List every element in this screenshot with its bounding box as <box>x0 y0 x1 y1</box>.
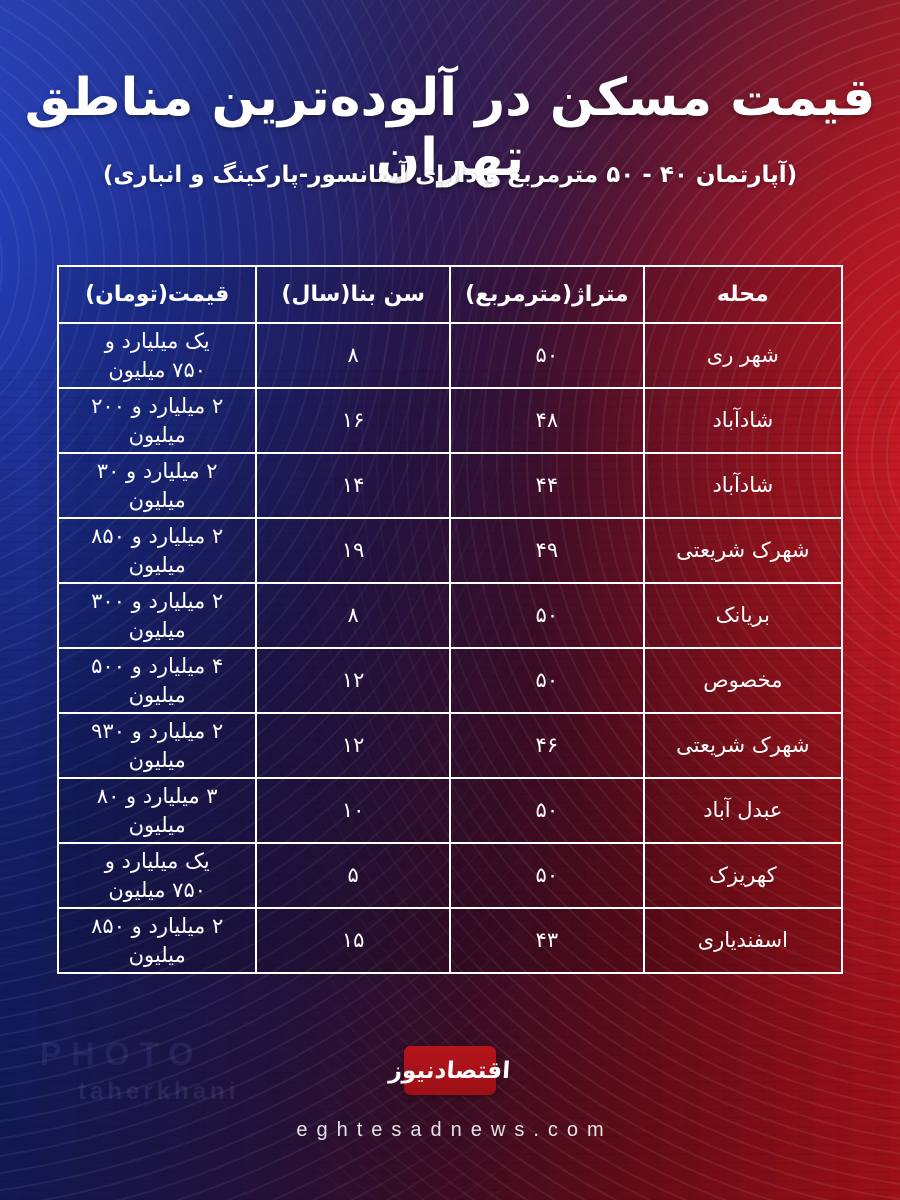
table-cell: شادآباد <box>642 387 844 454</box>
column-header-2: سن بنا(سال) <box>255 265 452 324</box>
table-row: شهرک شریعتی ۴۶ ۱۲ ۲ میلیارد و ۹۳۰ میلیون <box>56 712 844 779</box>
table-cell: ۲ میلیارد و ۳۰ میلیون <box>56 452 258 519</box>
table-cell: عبدل آباد <box>642 777 844 844</box>
table-cell: ۱۲ <box>255 647 452 714</box>
table-cell: ۱۲ <box>255 712 452 779</box>
website-url: eghtesadnews.com <box>296 1119 613 1141</box>
table-cell: ۴۶ <box>449 712 645 779</box>
table-row: شهرک شریعتی ۴۹ ۱۹ ۲ میلیارد و ۸۵۰ میلیون <box>56 517 844 584</box>
housing-price-table: محله متراژ(مترمربع) سن بنا(سال) قیمت(تومان)… <box>56 265 844 974</box>
column-header-1: متراژ(مترمربع) <box>449 265 645 324</box>
table-cell: ۸ <box>255 322 452 389</box>
table-cell: ۳ میلیارد و ۸۰ میلیون <box>56 777 258 844</box>
table-cell: اسفندیاری <box>642 907 844 974</box>
logo-text: اقتصادنیوز <box>388 1057 512 1084</box>
table-cell: ۸ <box>255 582 452 649</box>
table-cell: شهرک شریعتی <box>642 712 844 779</box>
table-cell: ۱۶ <box>255 387 452 454</box>
photo-watermark-line2: taherkhani <box>78 1078 240 1105</box>
table-cell: ۲ میلیارد و ۸۵۰ میلیون <box>56 517 258 584</box>
table-row: عبدل آباد ۵۰ ۱۰ ۳ میلیارد و ۸۰ میلیون <box>56 777 844 844</box>
table-cell: ۴۸ <box>449 387 645 454</box>
table-row: اسفندیاری ۴۳ ۱۵ ۲ میلیارد و ۸۵۰ میلیون <box>56 907 844 974</box>
table-cell: ۱۹ <box>255 517 452 584</box>
table-cell: ۲ میلیارد و ۸۵۰ میلیون <box>56 907 258 974</box>
column-header-3: قیمت(تومان) <box>56 265 258 324</box>
table-cell: ۲ میلیارد و ۲۰۰ میلیون <box>56 387 258 454</box>
table-cell: ۴۹ <box>449 517 645 584</box>
table-cell: ۴۴ <box>449 452 645 519</box>
table-cell: ۵۰ <box>449 582 645 649</box>
table-cell: ۱۵ <box>255 907 452 974</box>
table-cell: مخصوص <box>642 647 844 714</box>
page-title: قیمت مسکن در آلوده‌ترین مناطق تهران <box>24 68 877 188</box>
table-cell: ۵۰ <box>449 842 645 909</box>
table-cell: یک میلیارد و ۷۵۰ میلیون <box>56 322 258 389</box>
table-row: شادآباد ۴۸ ۱۶ ۲ میلیارد و ۲۰۰ میلیون <box>56 387 844 454</box>
eghtesadnews-logo: اقتصادنیوز <box>389 1046 511 1095</box>
table-cell: بریانک <box>642 582 844 649</box>
table-row: مخصوص ۵۰ ۱۲ ۴ میلیارد و ۵۰۰ میلیون <box>56 647 844 714</box>
table-cell: ۱۴ <box>255 452 452 519</box>
table-cell: شهر ری <box>642 322 844 389</box>
table-cell: ۵۰ <box>449 777 645 844</box>
table-cell: ۲ میلیارد و ۳۰۰ میلیون <box>56 582 258 649</box>
page-subtitle: (آپارتمان ۴۰ - ۵۰ مترمربع و دارای آسانسو… <box>102 162 798 188</box>
table-cell: شادآباد <box>642 452 844 519</box>
table-row: شادآباد ۴۴ ۱۴ ۲ میلیارد و ۳۰ میلیون <box>56 452 844 519</box>
table-cell: یک میلیارد و ۷۵۰ میلیون <box>56 842 258 909</box>
photo-watermark-line1: PHOTO <box>40 1036 204 1072</box>
table-cell: ۵۰ <box>449 647 645 714</box>
table-cell: ۱۰ <box>255 777 452 844</box>
table-cell: ۵۰ <box>449 322 645 389</box>
table-cell: ۴۳ <box>449 907 645 974</box>
table-header-row: محله متراژ(مترمربع) سن بنا(سال) قیمت(تومان) <box>56 265 844 324</box>
table-cell: کهریزک <box>642 842 844 909</box>
table-cell: ۲ میلیارد و ۹۳۰ میلیون <box>56 712 258 779</box>
table-cell: ۵ <box>255 842 452 909</box>
table-cell: ۴ میلیارد و ۵۰۰ میلیون <box>56 647 258 714</box>
table-row: کهریزک ۵۰ ۵ یک میلیارد و ۷۵۰ میلیون <box>56 842 844 909</box>
table-row: شهر ری ۵۰ ۸ یک میلیارد و ۷۵۰ میلیون <box>56 322 844 389</box>
table-row: بریانک ۵۰ ۸ ۲ میلیارد و ۳۰۰ میلیون <box>56 582 844 649</box>
table-cell: شهرک شریعتی <box>642 517 844 584</box>
column-header-0: محله <box>642 265 844 324</box>
